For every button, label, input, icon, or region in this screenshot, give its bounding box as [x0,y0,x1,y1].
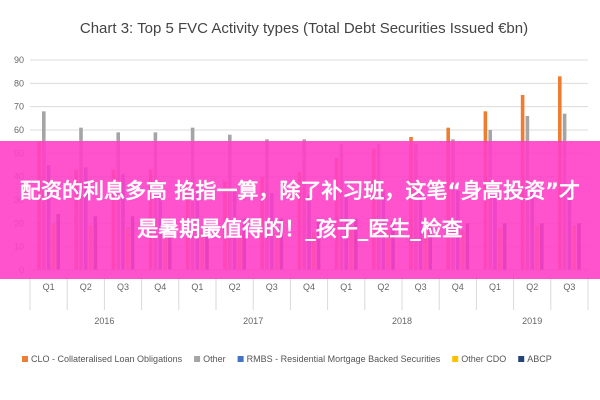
x-tick-label: Q1 [191,282,203,292]
chart-title: Chart 3: Top 5 FVC Activity types (Total… [80,20,528,37]
y-tick-label: 70 [14,102,24,112]
x-group-label: 2017 [243,316,263,326]
x-tick-label: Q1 [43,282,55,292]
x-group-label: 2019 [522,316,542,326]
legend-swatch [237,356,244,362]
x-tick-label: Q4 [303,282,315,292]
legend-label: CLO - Collateralised Loan Obligations [31,354,183,364]
legend-swatch [22,356,28,362]
y-tick-label: 80 [14,78,24,88]
x-tick-label: Q2 [229,282,241,292]
x-tick-label: Q3 [266,282,278,292]
legend-swatch [194,356,201,362]
x-tick-label: Q2 [377,282,389,292]
x-group-label: 2016 [94,316,114,326]
y-tick-label: 60 [14,125,24,135]
x-tick-label: Q2 [80,282,92,292]
legend-swatch [452,356,459,362]
x-group-label: 2018 [392,316,412,326]
x-tick-label: Q4 [154,282,166,292]
x-tick-label: Q1 [489,282,501,292]
x-tick-label: Q3 [117,282,129,292]
legend-label: RMBS - Residential Mortgage Backed Secur… [247,354,441,364]
x-tick-label: Q2 [526,282,538,292]
legend: CLO - Collateralised Loan Obligations Oth… [22,354,552,364]
legend-label: ABCP [527,354,552,364]
legend-label: Other [203,354,226,364]
x-tick-label: Q4 [452,282,464,292]
legend-label: Other CDO [461,354,506,364]
y-tick-label: 90 [14,55,24,65]
x-tick-label: Q3 [563,282,575,292]
legend-swatch [518,356,525,362]
x-tick-label: Q3 [415,282,427,292]
banner-text: 配资的利息多高 掐指一算，除了补习班，这笔“身高投资”才是暑期最值得的！_孩子_… [20,179,580,241]
x-tick-label: Q1 [340,282,352,292]
overlay-banner[interactable]: 配资的利息多高 掐指一算，除了补习班，这笔“身高投资”才是暑期最值得的！_孩子_… [0,141,600,279]
